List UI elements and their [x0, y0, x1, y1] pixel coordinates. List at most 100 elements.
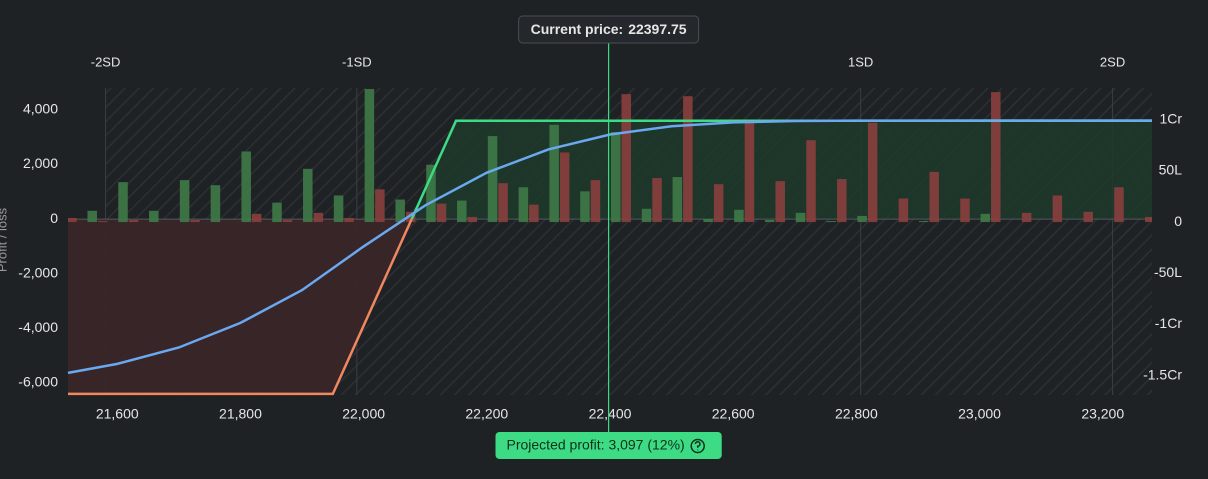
y-tick-label: -2,000	[18, 264, 58, 280]
sd-label: -2SD	[91, 54, 121, 69]
oi-bar	[128, 220, 139, 223]
x-tick-label: 22,000	[342, 406, 385, 422]
current-price-label: Current price:	[531, 21, 624, 37]
oi-bar	[457, 200, 467, 223]
y2-tick-label: -50L	[1154, 264, 1182, 280]
oi-bar	[118, 182, 128, 223]
oi-bar	[1083, 211, 1093, 223]
oi-bar	[549, 124, 559, 223]
oi-bar	[672, 177, 683, 223]
y-tick-label: 0	[50, 210, 58, 226]
oi-bar	[960, 198, 970, 223]
oi-bar	[826, 221, 837, 223]
x-tick-label: 22,200	[465, 406, 508, 422]
oi-bar	[898, 198, 909, 223]
oi-bar	[405, 211, 416, 223]
sd-label: -1SD	[342, 54, 372, 69]
y2-tick-label: 50L	[1159, 162, 1183, 178]
sd-label: 2SD	[1100, 54, 1125, 69]
oi-bar	[241, 151, 251, 223]
y2-tick-label: 0	[1174, 213, 1182, 229]
oi-bar	[313, 212, 324, 223]
x-tick-label: 23,000	[958, 406, 1001, 422]
sd-label: 1SD	[848, 54, 873, 69]
oi-bar	[806, 140, 816, 223]
oi-bar	[991, 92, 1001, 223]
oi-bar	[1145, 216, 1152, 223]
y2-tick-label: -1.5Cr	[1143, 366, 1182, 382]
oi-bar	[426, 164, 436, 223]
y2-tick-label: 1Cr	[1159, 110, 1182, 126]
oi-bar	[375, 189, 385, 223]
oi-bar	[980, 213, 991, 223]
oi-bar	[303, 168, 313, 223]
oi-bar	[68, 217, 77, 223]
oi-bar	[487, 136, 498, 223]
oi-bar	[87, 210, 97, 223]
oi-bar	[518, 187, 529, 223]
oi-bar	[744, 122, 755, 223]
oi-bar	[395, 199, 405, 223]
profit-area	[68, 120, 1152, 220]
projected-profit-box	[495, 432, 722, 459]
x-tick-label: 22,600	[712, 406, 755, 422]
oi-bar	[344, 217, 354, 223]
current-price-value: 22397.75	[628, 21, 687, 37]
oi-bar	[641, 208, 652, 223]
projected-profit-text: Projected profit: 3,097 (12%)	[507, 437, 685, 453]
oi-bar	[1114, 187, 1124, 223]
oi-bar	[713, 184, 724, 223]
plot-layer	[67, 89, 1153, 396]
oi-bar	[929, 171, 939, 223]
oi-bar	[734, 209, 744, 223]
oi-bar	[190, 220, 200, 223]
oi-bar	[683, 96, 693, 223]
loss-area	[68, 219, 412, 394]
help-icon-glyph	[694, 440, 701, 451]
oi-bar	[703, 218, 713, 223]
oi-bar	[210, 185, 221, 223]
oi-bars	[68, 89, 1152, 223]
oi-bar	[251, 213, 262, 223]
t0-curve	[67, 119, 1153, 375]
oi-bar	[580, 191, 590, 223]
current-price-text: Current price: 22397.75	[531, 21, 687, 37]
oi-bar	[498, 183, 508, 223]
oi-bar	[559, 152, 570, 223]
oi-bar	[857, 215, 867, 223]
oi-bar	[529, 204, 539, 223]
payoff-line-loss	[68, 219, 414, 396]
oi-bar	[333, 195, 344, 223]
y-tick-label: -6,000	[18, 374, 58, 390]
oi-bar	[795, 212, 806, 223]
oi-bar	[621, 94, 631, 223]
x-tick-label: 23,200	[1081, 406, 1124, 422]
help-icon[interactable]	[690, 438, 705, 454]
overlay-layer: 4,000 2,000 0 -2,000 -4,000 -6,000 1Cr 50L 0 -50L…	[18, 15, 1183, 459]
oi-bar	[467, 216, 478, 223]
oi-bar	[179, 180, 190, 223]
y-tick-label: 2,000	[23, 155, 58, 171]
oi-bar	[590, 180, 601, 223]
oi-bar	[1021, 212, 1032, 223]
oi-bar	[611, 132, 621, 223]
oi-bar	[867, 122, 878, 223]
oi-bar	[764, 220, 775, 223]
oi-bar	[272, 202, 282, 223]
current-price-box	[518, 15, 700, 44]
y-axis-label: Profit / loss	[0, 207, 9, 272]
oi-bar	[1052, 195, 1063, 223]
x-tick-label: 22,400	[589, 406, 632, 422]
y-tick-label: -4,000	[18, 319, 58, 335]
oi-bar	[97, 221, 108, 223]
oi-bar	[436, 203, 447, 223]
y2-tick-label: -1Cr	[1155, 315, 1183, 331]
oi-bar	[918, 221, 929, 223]
x-tick-label: 21,600	[96, 406, 139, 422]
oi-bar	[364, 89, 375, 223]
x-tick-label: 22,800	[835, 406, 878, 422]
x-tick-label: 21,800	[219, 406, 262, 422]
oi-bar	[282, 220, 293, 223]
oi-bar	[775, 181, 785, 223]
oi-bar	[652, 178, 662, 223]
